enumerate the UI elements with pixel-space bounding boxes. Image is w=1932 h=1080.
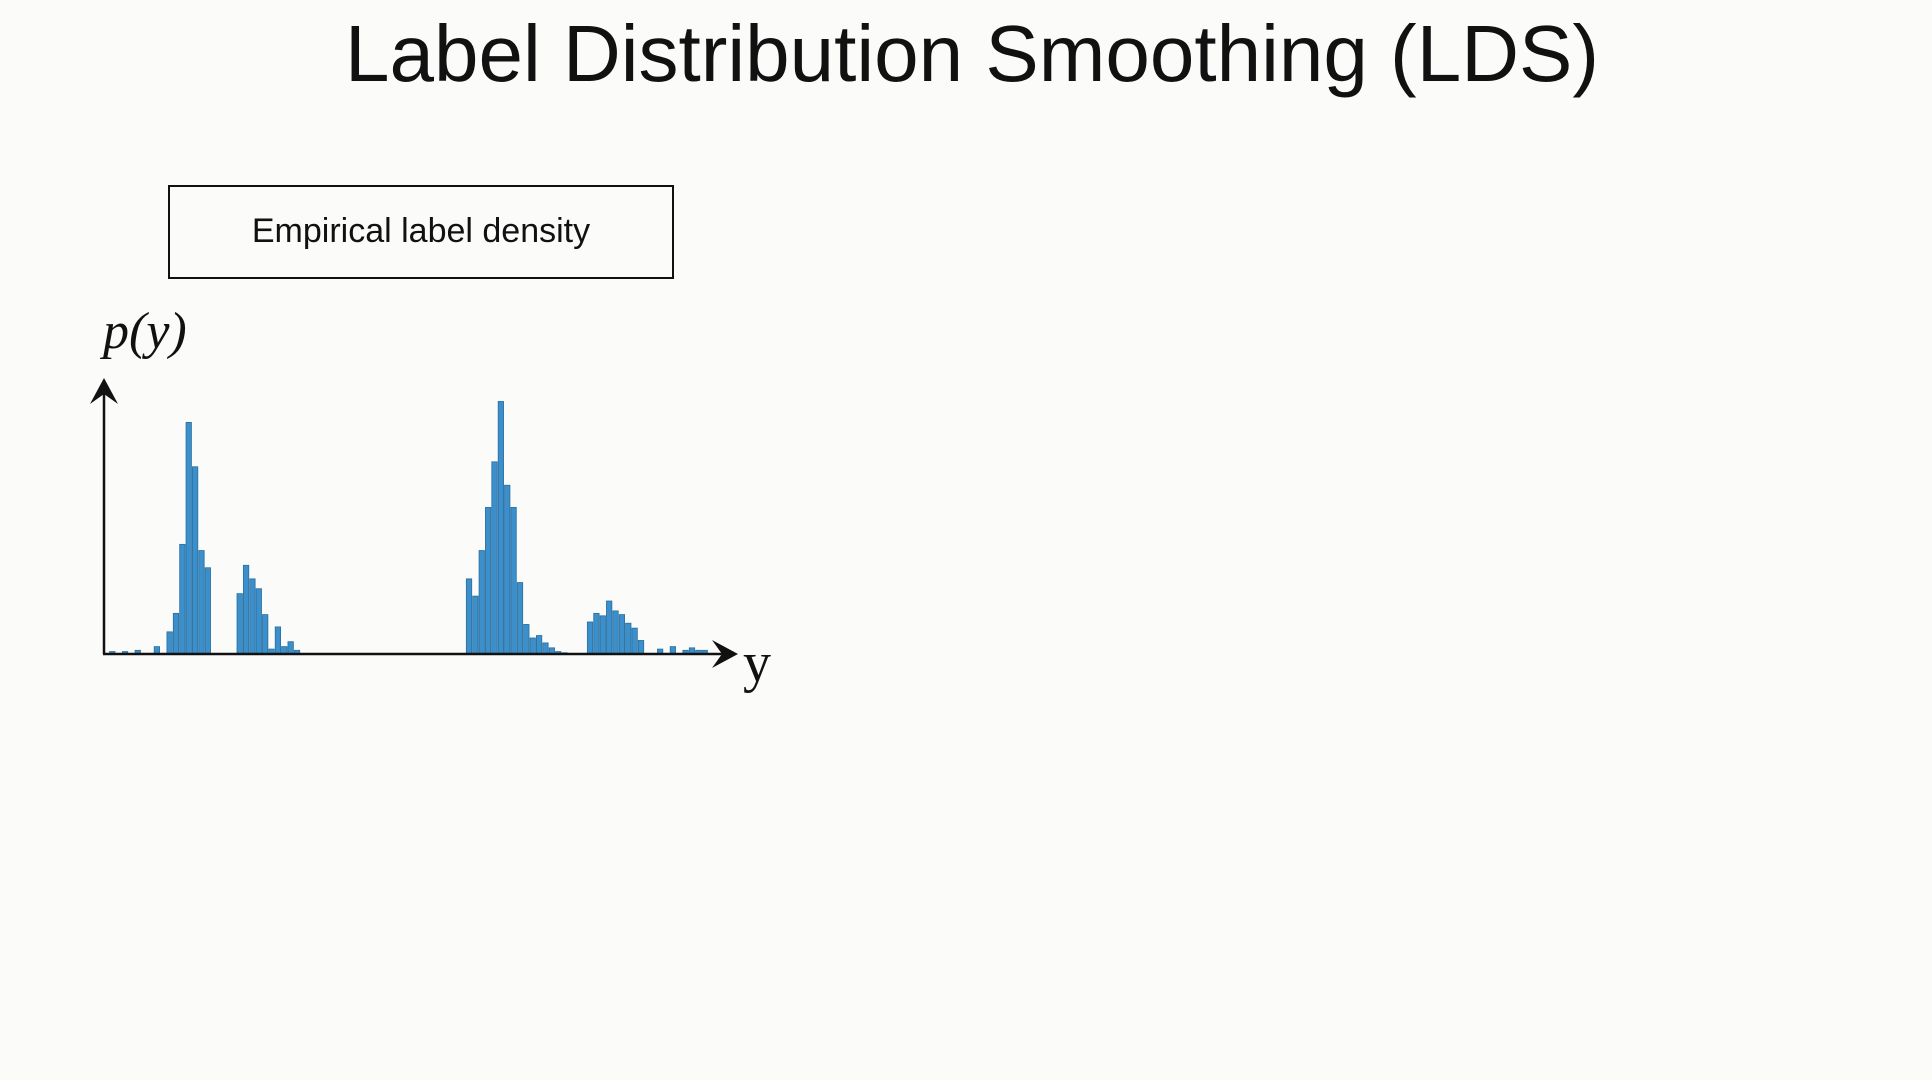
bar <box>242 564 250 655</box>
bar <box>586 621 594 655</box>
bar <box>198 550 205 655</box>
bar <box>593 612 600 655</box>
bar <box>631 627 638 655</box>
bar <box>542 642 549 655</box>
bar <box>255 588 262 655</box>
bar <box>491 461 498 655</box>
bar <box>535 635 543 655</box>
bar <box>166 631 173 655</box>
bar <box>637 640 645 655</box>
bar <box>472 595 479 655</box>
bar <box>192 466 199 655</box>
bar <box>287 641 294 655</box>
bar <box>599 615 606 655</box>
bar <box>478 550 485 655</box>
bar <box>516 582 524 655</box>
x-axis-label: y <box>743 632 771 694</box>
bar <box>274 626 282 655</box>
bar <box>625 622 632 655</box>
bar <box>504 484 511 655</box>
box-label: Empirical label density <box>252 212 590 250</box>
bar <box>612 610 619 655</box>
y-axis-label: p(y) <box>99 303 187 360</box>
bar <box>606 600 613 655</box>
bar <box>497 401 504 655</box>
bar <box>236 593 243 655</box>
bar <box>523 624 530 655</box>
bar <box>249 578 256 655</box>
bar <box>485 507 492 655</box>
bar <box>172 612 180 655</box>
slide-title: Label Distribution Smoothing (LDS) <box>345 9 1599 98</box>
bar <box>618 614 626 655</box>
bar <box>185 422 192 655</box>
bar <box>510 507 517 655</box>
x-axis-arrow <box>712 640 738 668</box>
bar <box>262 614 269 655</box>
bar <box>179 543 186 655</box>
label-box <box>168 185 674 279</box>
bar <box>529 637 536 655</box>
bar <box>465 578 473 655</box>
bar <box>204 567 211 655</box>
y-axis-arrow <box>90 378 118 404</box>
histogram <box>109 401 708 655</box>
